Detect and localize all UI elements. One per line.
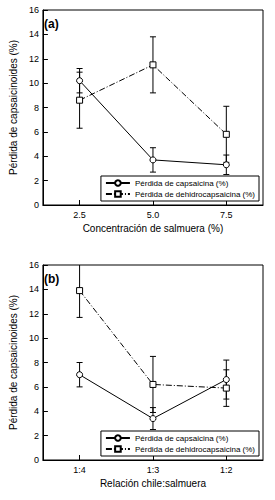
svg-text:1:2: 1:2 (220, 465, 233, 475)
svg-text:2: 2 (34, 176, 39, 186)
svg-text:7.5: 7.5 (220, 210, 233, 220)
svg-text:4: 4 (34, 151, 39, 161)
svg-text:Pérdida de dehidrocapsaicina (: Pérdida de dehidrocapsaicina (%) (135, 190, 255, 199)
svg-text:Pérdida de capsaicinoides (%): Pérdida de capsaicinoides (%) (8, 295, 19, 430)
svg-text:8: 8 (34, 103, 39, 113)
svg-text:Concentración de salmuera (%): Concentración de salmuera (%) (83, 223, 224, 234)
svg-text:2.5: 2.5 (73, 210, 86, 220)
svg-text:16: 16 (29, 5, 39, 15)
svg-text:6: 6 (34, 382, 39, 392)
svg-text:(a): (a) (44, 17, 59, 31)
svg-text:12: 12 (29, 54, 39, 64)
svg-text:Pérdida de capsaicina (%): Pérdida de capsaicina (%) (135, 434, 229, 443)
svg-text:8: 8 (34, 358, 39, 368)
svg-text:Pérdida de dehidrocapsaicina (: Pérdida de dehidrocapsaicina (%) (135, 445, 255, 454)
svg-text:1:4: 1:4 (73, 465, 86, 475)
svg-text:14: 14 (29, 284, 39, 294)
svg-text:10: 10 (29, 78, 39, 88)
svg-text:(b): (b) (44, 272, 59, 286)
svg-text:5.0: 5.0 (147, 210, 160, 220)
svg-text:12: 12 (29, 309, 39, 319)
svg-text:6: 6 (34, 127, 39, 137)
svg-text:Relación chile:salmuera: Relación chile:salmuera (100, 478, 207, 489)
svg-text:14: 14 (29, 29, 39, 39)
svg-text:Pérdida de capsaicinoides (%): Pérdida de capsaicinoides (%) (8, 40, 19, 175)
svg-text:1:3: 1:3 (147, 465, 160, 475)
svg-text:Pérdida de capsaicina (%): Pérdida de capsaicina (%) (135, 179, 229, 188)
svg-text:2: 2 (34, 431, 39, 441)
svg-text:0: 0 (34, 200, 39, 210)
svg-text:16: 16 (29, 260, 39, 270)
svg-text:0: 0 (34, 455, 39, 465)
svg-text:4: 4 (34, 406, 39, 416)
svg-text:10: 10 (29, 333, 39, 343)
